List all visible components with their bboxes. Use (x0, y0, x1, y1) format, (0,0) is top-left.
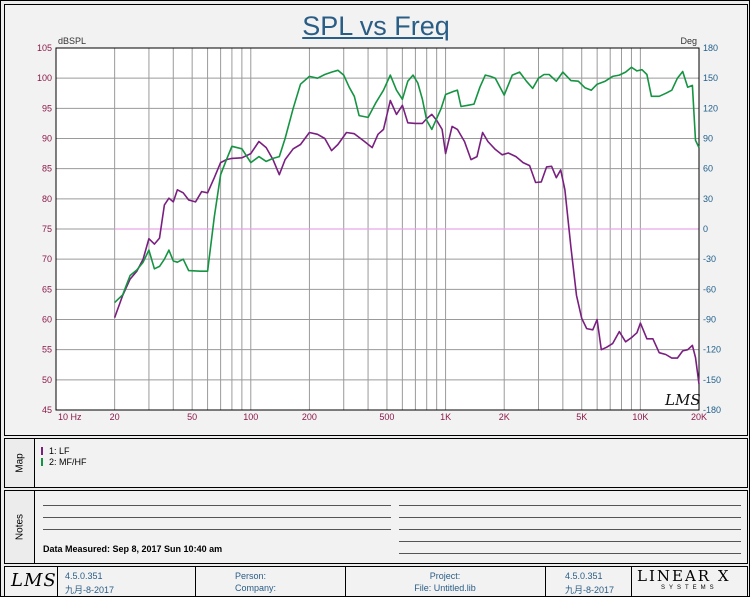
x-tick-label: 10K (632, 412, 648, 422)
series-line-1 (113, 99, 700, 385)
x-tick-label: 50 (187, 412, 197, 422)
y2-tick-label: 30 (703, 194, 713, 204)
x-tick-label: 1K (440, 412, 451, 422)
data-measured: Data Measured: Sep 8, 2017 Sun 10:40 am (43, 544, 223, 554)
spl-chart: 45 50 55 60 65 70 75 80 85 90 95 100 105 -180 -150 -120… (37, 36, 721, 422)
linearx-systems: SYSTEMS (661, 585, 718, 591)
file-label: File: Untitled.lib (414, 583, 476, 593)
y2-tick-label: 150 (703, 73, 718, 83)
map-sidebar: Map (5, 439, 35, 487)
map-panel: Map 1: LF 2: MF/HF (4, 438, 748, 488)
y2-tick-label: -90 (703, 315, 716, 325)
x-tick-label: 2K (499, 412, 510, 422)
legend-label-lf: 1: LF (49, 446, 70, 456)
linearx-brand: LINEAR X (637, 567, 731, 585)
note-line (399, 529, 741, 530)
y2-tick-label: 120 (703, 103, 718, 113)
note-line (43, 517, 391, 518)
note-line (43, 505, 391, 506)
y-tick-label: 65 (42, 284, 52, 294)
footer-version-cell: 4.5.0.351 九月-8-2017 (57, 567, 196, 596)
y2-tick-label: -30 (703, 254, 716, 264)
notes-panel: Notes Data Measured: Sep 8, 2017 Sun 10:… (4, 490, 748, 564)
version-left: 4.5.0.351 (65, 571, 103, 581)
person-label: Person: (235, 571, 267, 581)
notes-sidebar: Notes (5, 491, 35, 563)
y2-tick-label: -120 (703, 345, 721, 355)
x-tick-label: 10 Hz (58, 412, 82, 422)
x-tick-label: 200 (302, 412, 317, 422)
y2-tick-label: 60 (703, 164, 713, 174)
map-label: Map (14, 453, 25, 473)
y2-tick-label: 0 (703, 224, 708, 234)
y-tick-label: 95 (42, 103, 52, 113)
note-line (399, 541, 741, 542)
lms-logo: LMS (11, 570, 57, 591)
y-tick-label: 55 (42, 345, 52, 355)
note-line (399, 517, 741, 518)
y2-tick-label: 90 (703, 134, 713, 144)
y-tick-label: 85 (42, 164, 52, 174)
footer-person-cell: Person: Company: (195, 567, 346, 596)
lms-watermark: LMS (664, 391, 701, 409)
note-line (399, 505, 741, 506)
date-right: 九月-8-2017 (565, 585, 615, 595)
y-tick-label: 50 (42, 375, 52, 385)
company-label: Company: (235, 583, 277, 593)
y-tick-label: 75 (42, 224, 52, 234)
legend-swatch-lf (41, 447, 43, 455)
y-axis-label: dBSPL (58, 36, 86, 46)
plot-border (55, 47, 700, 411)
legend-swatch-mfhf (41, 458, 43, 466)
note-line (43, 529, 391, 530)
y2-tick-label: 180 (703, 43, 718, 53)
y2-tick-label: -60 (703, 284, 716, 294)
x-tick-label: 500 (379, 412, 394, 422)
date-left: 九月-8-2017 (65, 585, 115, 595)
x-tick-label: 20 (110, 412, 120, 422)
footer-project-cell: Project: File: Untitled.lib (345, 567, 546, 596)
footer-logo-cell: LMS (5, 567, 58, 596)
series-line-2 (114, 66, 700, 304)
y-tick-label: 80 (42, 194, 52, 204)
y2-axis-label: Deg (680, 36, 697, 46)
y2-tick-label: -180 (703, 405, 721, 415)
chart-title: SPL vs Freq (302, 11, 450, 41)
chart-panel: SPL vs Freq 45 50 55 60 65 70 75 80 85 90 95 100 105… (4, 4, 748, 436)
y-tick-label: 100 (37, 73, 52, 83)
footer-version2-cell: 4.5.0.351 九月-8-2017 (545, 567, 632, 596)
y-tick-label: 90 (42, 134, 52, 144)
legend-item-lf: 1: LF (41, 446, 70, 456)
y-tick-label: 45 (42, 405, 52, 415)
x-tick-label: 20K (691, 412, 707, 422)
legend-item-mfhf: 2: MF/HF (41, 457, 87, 467)
legend-label-mfhf: 2: MF/HF (49, 457, 87, 467)
x-tick-label: 100 (243, 412, 258, 422)
project-label: Project: (429, 571, 461, 581)
y2-tick-label: -150 (703, 375, 721, 385)
footer: LMS 4.5.0.351 九月-8-2017 Person: Company:… (4, 566, 748, 597)
version-right: 4.5.0.351 (565, 571, 603, 581)
footer-brand-cell: LINEAR X SYSTEMS (631, 567, 747, 596)
y-tick-label: 60 (42, 315, 52, 325)
note-line (399, 553, 741, 554)
y-tick-label: 70 (42, 254, 52, 264)
y-tick-label: 105 (37, 43, 52, 53)
notes-label: Notes (14, 513, 25, 541)
x-tick-label: 5K (576, 412, 587, 422)
